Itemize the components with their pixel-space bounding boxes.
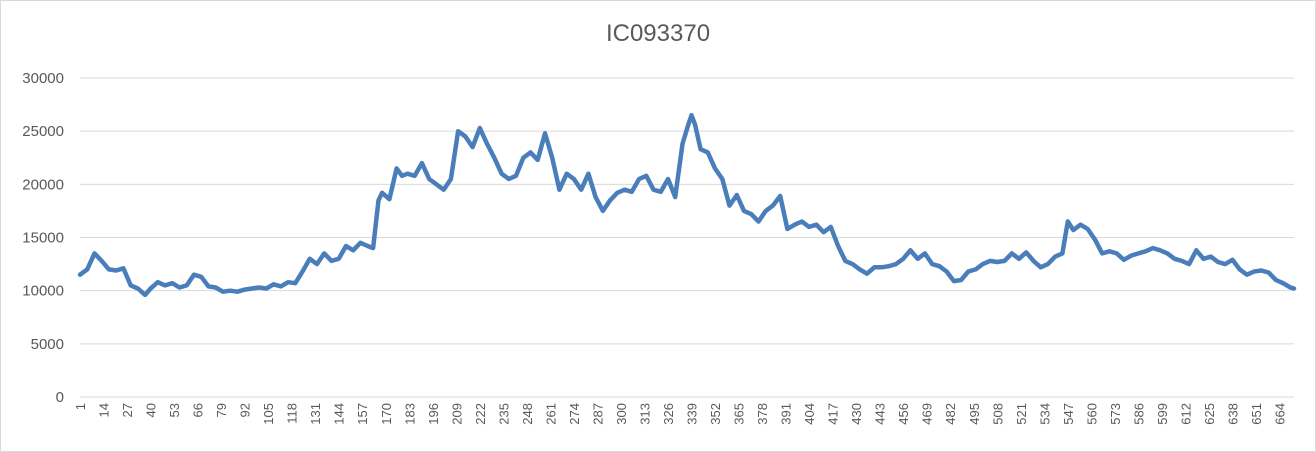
x-tick-label: 326	[661, 403, 676, 425]
x-tick-label: 170	[379, 403, 394, 425]
x-tick-label: 261	[543, 403, 558, 425]
x-tick-label: 248	[520, 403, 535, 425]
x-tick-label: 144	[332, 403, 347, 425]
x-tick-label: 313	[637, 403, 652, 425]
x-tick-label: 196	[426, 403, 441, 425]
x-tick-label: 53	[167, 403, 182, 417]
x-tick-label: 573	[1108, 403, 1123, 425]
y-tick-label: 15000	[22, 230, 64, 247]
x-tick-label: 287	[590, 403, 605, 425]
x-tick-label: 118	[285, 403, 300, 424]
x-tick-label: 14	[97, 403, 112, 417]
x-tick-label: 235	[496, 403, 511, 425]
x-tick-label: 508	[990, 403, 1005, 425]
x-tick-label: 664	[1273, 403, 1288, 425]
y-tick-label: 30000	[22, 70, 64, 87]
x-tick-label: 534	[1037, 403, 1052, 425]
x-tick-label: 339	[685, 403, 700, 425]
x-tick-label: 352	[708, 403, 723, 425]
x-tick-label: 391	[779, 403, 794, 425]
x-tick-label: 430	[849, 403, 864, 425]
x-tick-label: 482	[943, 403, 958, 425]
x-tick-label: 66	[191, 403, 206, 417]
x-tick-label: 560	[1084, 403, 1099, 425]
x-tick-label: 495	[967, 403, 982, 425]
y-tick-label: 5000	[31, 336, 64, 353]
x-tick-label: 612	[1178, 403, 1193, 425]
y-tick-label: 20000	[22, 176, 64, 193]
x-tick-label: 404	[802, 403, 817, 425]
x-tick-label: 599	[1155, 403, 1170, 425]
x-tick-label: 131	[308, 403, 323, 425]
y-tick-label: 10000	[22, 283, 64, 300]
x-tick-label: 625	[1202, 403, 1217, 425]
y-tick-label: 0	[56, 389, 64, 406]
x-tick-label: 157	[355, 403, 370, 425]
x-tick-label: 79	[214, 403, 229, 417]
x-tick-label: 443	[873, 403, 888, 425]
x-tick-label: 469	[920, 403, 935, 425]
x-tick-label: 300	[614, 403, 629, 425]
y-axis-ticks: 0 5000 10000 15000 20000 25000 30000	[22, 70, 64, 406]
x-tick-label: 92	[238, 403, 253, 417]
x-tick-label: 651	[1249, 403, 1264, 425]
x-tick-label: 586	[1131, 403, 1146, 425]
y-tick-label: 25000	[22, 123, 64, 140]
x-tick-label: 183	[402, 403, 417, 425]
x-tick-label: 378	[755, 403, 770, 425]
x-axis-ticks: 1 14 27 40 53 66 79 92 105 118 131 144 157 170 183 196 2…	[73, 403, 1288, 425]
x-tick-label: 638	[1225, 403, 1240, 425]
x-tick-label: 547	[1061, 403, 1076, 425]
x-tick-label: 456	[896, 403, 911, 425]
chart-title: IC093370	[605, 20, 711, 47]
x-tick-label: 521	[1014, 403, 1029, 425]
x-tick-label: 27	[120, 403, 135, 417]
x-tick-label: 209	[449, 403, 464, 425]
x-tick-label: 1	[73, 403, 88, 410]
x-tick-label: 40	[144, 403, 159, 417]
x-tick-label: 365	[732, 403, 747, 425]
grid-lines	[80, 77, 1294, 345]
x-tick-label: 274	[567, 403, 582, 425]
x-tick-label: 105	[261, 403, 276, 425]
series-line	[77, 112, 1297, 298]
x-tick-label: 222	[473, 403, 488, 425]
x-tick-label: 417	[826, 403, 841, 425]
